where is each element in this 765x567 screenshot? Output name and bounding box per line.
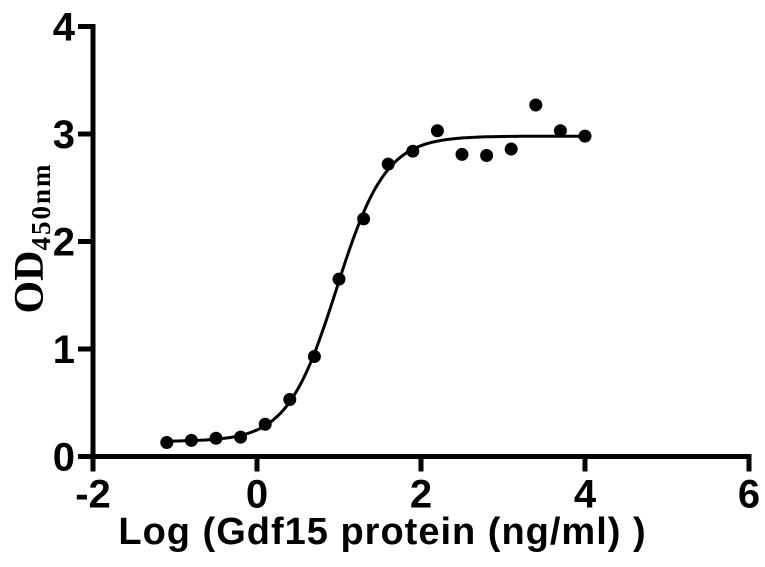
data-point <box>307 350 321 364</box>
data-point <box>160 436 174 450</box>
data-point <box>332 272 346 286</box>
data-point <box>480 149 494 162</box>
data-point <box>234 430 248 444</box>
data-point <box>184 433 198 447</box>
y-tick-label: 1 <box>53 328 75 372</box>
x-axis-title: Log (Gdf15 protein (ng/ml) ) <box>118 511 647 553</box>
data-point <box>578 129 592 143</box>
x-tick-label: 6 <box>738 473 760 517</box>
data-point <box>209 431 223 445</box>
y-tick-label: 0 <box>53 436 75 480</box>
data-point <box>553 124 567 138</box>
data-point <box>430 124 444 138</box>
data-point <box>258 417 272 431</box>
y-tick-label: 2 <box>53 221 75 265</box>
data-point <box>406 144 420 158</box>
data-point <box>504 142 518 156</box>
data-point <box>283 393 297 407</box>
data-point <box>455 147 469 161</box>
x-tick-label: 4 <box>574 473 597 517</box>
fit-curve <box>166 134 585 443</box>
y-tick-label: 4 <box>53 6 76 50</box>
x-tick-label: 0 <box>246 473 268 517</box>
y-axis-title-subscript: 450nm <box>25 162 56 251</box>
data-point <box>357 212 371 226</box>
x-tick-label: 2 <box>410 473 432 517</box>
y-tick-label: 3 <box>53 113 75 157</box>
y-axis-title-main: OD <box>7 250 53 314</box>
data-point <box>381 157 395 171</box>
x-tick-label: -2 <box>75 473 111 517</box>
data-point <box>529 98 543 112</box>
